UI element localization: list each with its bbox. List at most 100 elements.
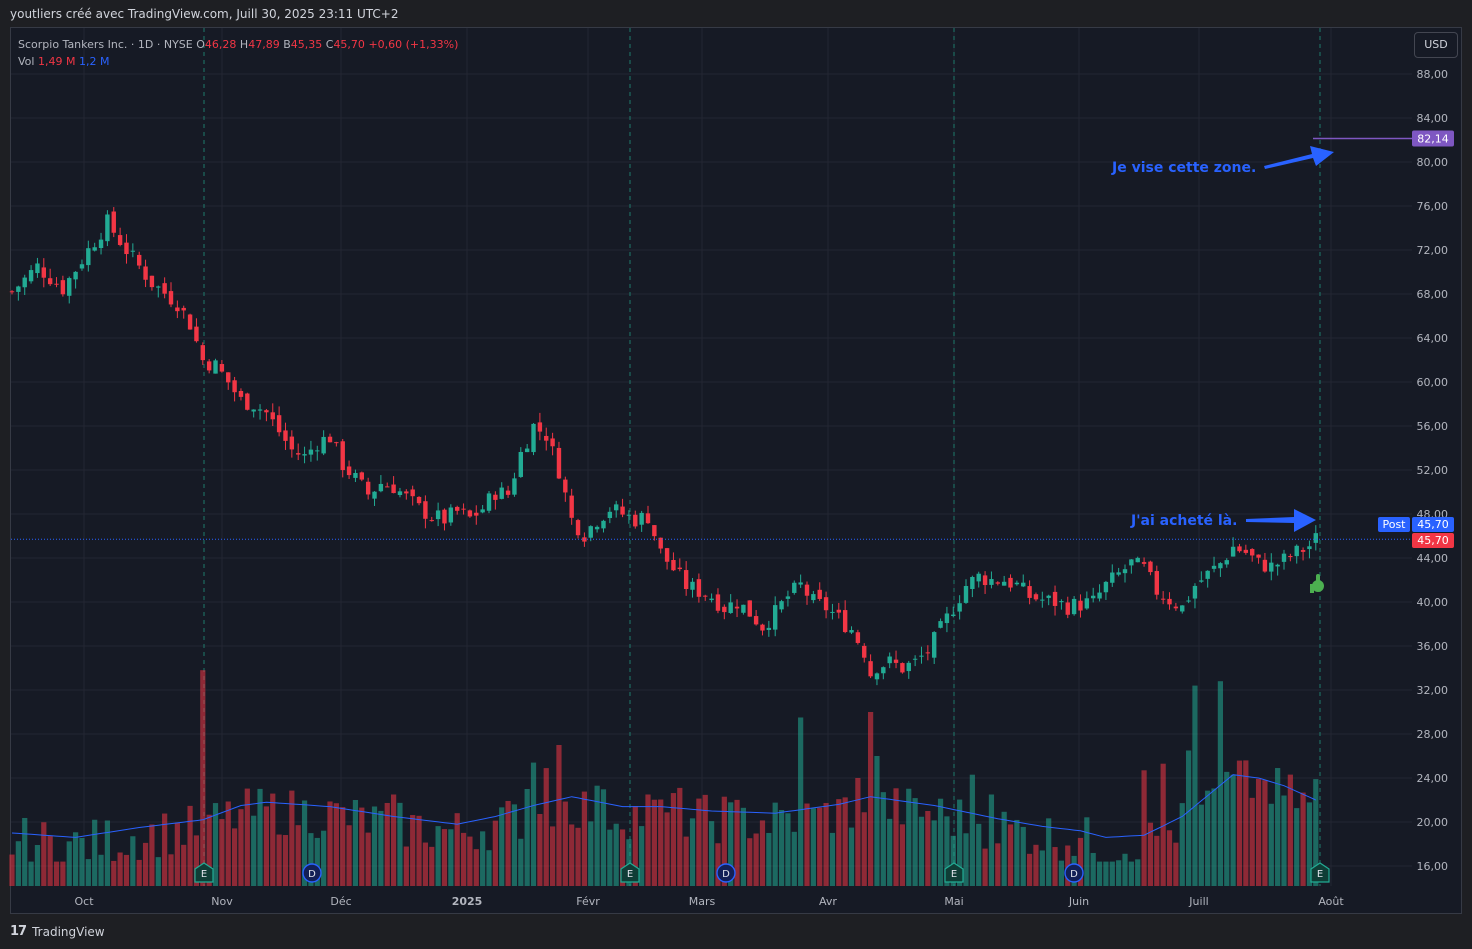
price-tags: 82,14 Post 45,70 45,70	[1378, 130, 1454, 548]
volume-bar	[174, 822, 180, 886]
candle	[1097, 592, 1102, 599]
candle	[86, 248, 91, 266]
tradingview-logo-icon: 17	[10, 924, 27, 939]
candle	[734, 606, 740, 609]
volume-bar	[282, 835, 289, 886]
close-value: 45,70	[333, 38, 365, 51]
candles	[9, 207, 1318, 686]
candle	[912, 658, 918, 660]
candle	[455, 506, 460, 511]
volume-bar	[925, 810, 931, 886]
volume-bar	[416, 815, 422, 886]
volume-bar	[683, 836, 689, 886]
y-tick-label: 36,00	[1417, 640, 1449, 653]
volume-bar	[912, 798, 918, 886]
volume-bar	[575, 827, 581, 886]
candle	[67, 278, 72, 296]
candle	[340, 441, 345, 471]
candle	[677, 567, 682, 570]
candle	[932, 632, 937, 658]
volume-bar	[391, 794, 397, 886]
volume-bar	[619, 829, 626, 886]
candle	[47, 278, 53, 285]
candle	[162, 283, 167, 294]
candle	[900, 663, 905, 673]
volume-bar	[1141, 770, 1147, 886]
y-tick-label: 40,00	[1417, 596, 1449, 609]
volume-bar	[1109, 861, 1115, 886]
candle	[804, 584, 810, 596]
volume-bar	[988, 794, 995, 886]
candle	[200, 345, 205, 361]
candle	[1180, 605, 1185, 612]
volume-bar	[1160, 763, 1166, 886]
volume-bar	[480, 831, 486, 886]
candle	[747, 600, 752, 617]
volume-bar	[142, 842, 149, 886]
candle	[16, 286, 21, 292]
candle	[906, 662, 911, 672]
y-tick-label: 80,00	[1417, 156, 1449, 169]
candle	[105, 214, 110, 242]
candle	[296, 453, 301, 455]
candle	[753, 616, 759, 625]
volume-bar	[511, 804, 518, 886]
y-tick-label: 44,00	[1417, 552, 1449, 565]
candle	[836, 609, 841, 613]
candle	[823, 597, 829, 611]
volume-bar	[441, 829, 448, 886]
candle	[652, 525, 657, 537]
volume-bar	[1236, 760, 1243, 886]
volume-bar	[1058, 860, 1064, 886]
x-tick-label: Déc	[330, 895, 351, 908]
candle	[1040, 599, 1045, 601]
candle	[365, 481, 371, 495]
last-price-label: 45,70	[1417, 534, 1449, 547]
volume-bar	[1122, 853, 1128, 886]
candle	[346, 466, 352, 476]
volume-bar	[1198, 804, 1204, 886]
candle	[607, 511, 613, 519]
candle	[359, 472, 364, 480]
candle	[1281, 553, 1287, 562]
volume-bar	[435, 826, 441, 886]
volume-bar	[594, 785, 600, 886]
candle	[995, 582, 1000, 584]
volume-bar	[1166, 830, 1173, 886]
volume-bar	[906, 788, 912, 886]
y-tick-label: 24,00	[1417, 772, 1449, 785]
candle	[28, 270, 34, 282]
candle	[938, 621, 943, 628]
volume-bar	[550, 826, 556, 886]
volume-bar	[257, 788, 263, 886]
volume-bar	[333, 803, 339, 886]
volume-bar	[1281, 795, 1287, 886]
annotations: Je vise cette zone. J'ai acheté là.	[1111, 160, 1256, 529]
candle	[283, 430, 288, 441]
volume-bar	[467, 836, 473, 886]
volume-bar	[709, 821, 715, 886]
candle	[842, 610, 848, 633]
candle	[645, 513, 651, 524]
candle	[9, 291, 15, 293]
volume-bar	[524, 789, 530, 886]
y-tick-label: 28,00	[1417, 728, 1449, 741]
x-tick-label: Nov	[211, 895, 233, 908]
candle	[544, 435, 549, 441]
volume-bar	[200, 670, 206, 886]
candle	[779, 601, 784, 610]
candle	[98, 239, 104, 249]
y-axis: 88,00 84,00 80,00 76,00 72,00 68,00 64,00 60,00…	[1417, 68, 1449, 873]
candle	[1262, 559, 1268, 572]
month-separators	[203, 28, 1321, 886]
candle	[1243, 549, 1249, 553]
candle	[798, 582, 803, 585]
volume-bar	[60, 861, 66, 886]
currency-button[interactable]: USD	[1414, 32, 1458, 58]
event-label: E	[951, 869, 957, 880]
candle	[257, 409, 263, 411]
volume-bar	[454, 813, 460, 886]
volume-bar	[937, 798, 944, 886]
volume-bar	[117, 852, 123, 886]
